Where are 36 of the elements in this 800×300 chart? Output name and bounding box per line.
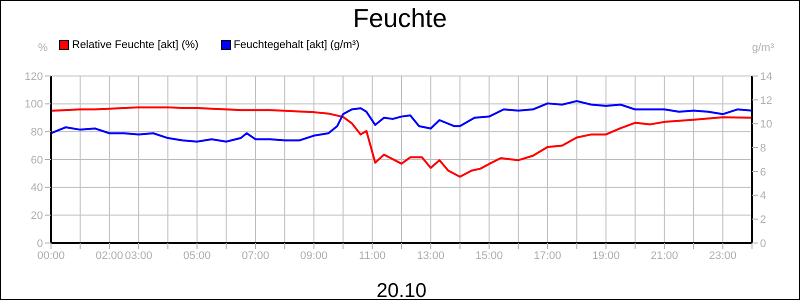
y-tick-label: 80 bbox=[30, 126, 43, 139]
y2-tick-label: 12 bbox=[760, 94, 772, 107]
y2-tick-label: 8 bbox=[760, 142, 766, 154]
x-tick-label: 19:00 bbox=[592, 250, 620, 262]
legend-label: Feuchtegehalt [akt] (g/m³) bbox=[234, 39, 360, 51]
y-tick-label: 40 bbox=[30, 182, 43, 194]
y2-tick-label: 10 bbox=[760, 118, 772, 131]
x-tick-label: 17:00 bbox=[534, 250, 562, 262]
y2-axis-title: g/m³ bbox=[752, 42, 774, 54]
chart-title: Feuchte bbox=[352, 3, 448, 34]
y-tick-label: 60 bbox=[30, 154, 43, 166]
legend-label: Relative Feuchte [akt] (%) bbox=[72, 39, 199, 51]
y2-tick-label: 6 bbox=[760, 166, 766, 178]
x-tick-label: 05:00 bbox=[183, 250, 211, 262]
y2-tick-label: 2 bbox=[760, 214, 766, 226]
line-series bbox=[51, 106, 752, 178]
x-axis-title: 20.10 bbox=[376, 280, 427, 300]
y-tick-label: 0 bbox=[36, 238, 43, 250]
y-tick-label: 120 bbox=[24, 70, 43, 83]
x-tick-label: 03:00 bbox=[124, 250, 152, 262]
x-tick-label: 15:00 bbox=[475, 250, 503, 262]
y-tick-label: 100 bbox=[24, 98, 43, 111]
y2-tick-label: 14 bbox=[760, 70, 772, 83]
x-tick-label: 07:00 bbox=[242, 250, 270, 262]
y2-tick-label: 0 bbox=[760, 238, 766, 250]
y-axis-title: % bbox=[38, 42, 48, 54]
x-tick-label: 02:00 bbox=[96, 250, 124, 262]
x-tick-label: 13:00 bbox=[416, 250, 444, 262]
y-tick-label: 20 bbox=[30, 210, 43, 222]
x-tick-label: 21:00 bbox=[650, 250, 678, 262]
x-tick-label: 11:00 bbox=[358, 250, 386, 262]
x-tick-label: 00:00 bbox=[37, 250, 65, 262]
x-tick-label: 23:00 bbox=[709, 250, 737, 262]
y2-tick-label: 4 bbox=[760, 190, 766, 202]
x-tick-label: 09:00 bbox=[300, 250, 328, 262]
line-series bbox=[51, 100, 752, 143]
